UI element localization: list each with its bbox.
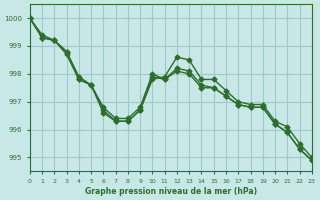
X-axis label: Graphe pression niveau de la mer (hPa): Graphe pression niveau de la mer (hPa) [85,187,257,196]
